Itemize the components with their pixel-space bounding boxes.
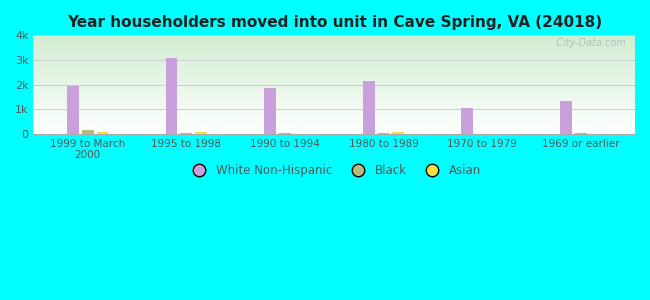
Bar	[166, 58, 177, 134]
Bar	[363, 81, 374, 134]
Bar	[97, 132, 109, 134]
Legend: White Non-Hispanic, Black, Asian: White Non-Hispanic, Black, Asian	[183, 160, 486, 182]
Bar	[265, 88, 276, 134]
Bar	[181, 133, 192, 134]
Bar	[560, 100, 572, 134]
Bar	[378, 133, 389, 134]
Bar	[67, 86, 79, 134]
Bar	[462, 108, 473, 134]
Bar	[393, 132, 404, 134]
Bar	[195, 132, 207, 134]
Text: City-Data.com: City-Data.com	[550, 38, 626, 48]
Bar	[82, 130, 94, 134]
Title: Year householders moved into unit in Cave Spring, VA (24018): Year householders moved into unit in Cav…	[67, 15, 602, 30]
